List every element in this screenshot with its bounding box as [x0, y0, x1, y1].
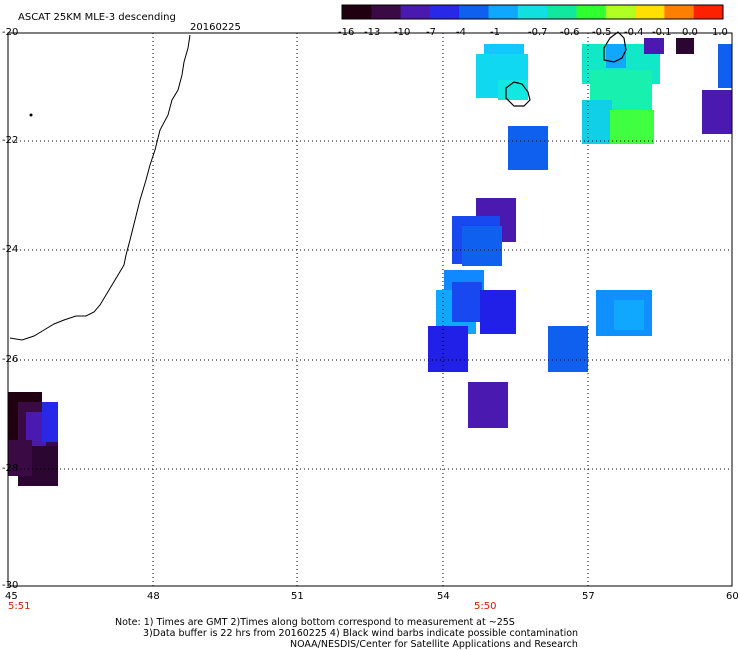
latitude-label: -30	[2, 580, 19, 591]
colorbar-swatch	[400, 5, 431, 19]
longitude-label: 51	[291, 591, 304, 602]
colorbar-label: -4	[456, 27, 466, 38]
mle-cell	[468, 382, 508, 428]
mle-cell	[702, 90, 732, 134]
mle-cell	[508, 126, 548, 170]
colorbar-label: -13	[364, 27, 381, 38]
mle-cell	[614, 300, 644, 330]
mle-cell	[610, 110, 654, 144]
latitude-label: -26	[2, 354, 19, 365]
colorbar-swatch	[635, 5, 665, 19]
colorbar-label: -7	[426, 27, 436, 38]
longitude-label: 48	[147, 591, 160, 602]
longitude-label: 54	[437, 591, 450, 602]
mle-cell	[452, 282, 482, 322]
colorbar-swatch	[517, 5, 548, 19]
longitude-label: 57	[582, 591, 595, 602]
colorbar-swatch	[429, 5, 460, 19]
island-dot	[29, 113, 33, 117]
colorbar-swatch	[459, 5, 490, 19]
mle-cell	[42, 402, 58, 442]
mle-cell	[8, 440, 32, 476]
colorbar-swatch	[693, 5, 724, 19]
colorbar-swatch	[488, 5, 519, 19]
colorbar-frame	[341, 4, 724, 20]
plot-frame	[7, 32, 733, 587]
longitude-label: 45	[5, 591, 18, 602]
reunion-coast	[505, 81, 531, 107]
colorbar-label: -0.4	[624, 27, 644, 38]
colorbar-swatch	[576, 5, 607, 19]
mle-cell	[480, 290, 516, 334]
colorbar-swatch	[605, 5, 636, 19]
colorbar-label: -0.7	[528, 27, 548, 38]
mle-cell	[718, 44, 732, 88]
mle-cell	[676, 38, 694, 54]
madagascar-coast	[9, 34, 191, 341]
colorbar-label: -1	[490, 27, 500, 38]
mauritius-coast	[603, 31, 627, 63]
latitude-label: -24	[2, 244, 19, 255]
mle-cell	[548, 326, 588, 372]
colorbar-label: 0.0	[682, 27, 698, 38]
colorbar-label: -0.5	[592, 27, 612, 38]
latitude-label: -28	[2, 463, 19, 474]
longitude-label: 60	[726, 591, 739, 602]
mle-cell	[644, 38, 664, 54]
note-line-2: 3)Data buffer is 22 hrs from 20160225 4)…	[143, 628, 579, 639]
colorbar-swatch	[547, 5, 577, 19]
mle-cell	[582, 100, 612, 144]
note-line-3: NOAA/NESDIS/Center for Satellite Applica…	[290, 639, 578, 650]
colorbar-swatch	[371, 5, 402, 19]
colorbar-label: -0.1	[652, 27, 672, 38]
mle-cell	[26, 412, 46, 446]
mle-cells	[8, 38, 732, 486]
latitude-label: -22	[2, 135, 19, 146]
colorbar-label: -16	[338, 27, 355, 38]
mle-cell	[428, 326, 468, 372]
time-label-center: 5:50	[474, 601, 497, 612]
colorbar-swatch	[342, 5, 372, 19]
map-date: 20160225	[190, 22, 241, 33]
mle-cell	[462, 226, 502, 266]
note-line-1: Note: 1) Times are GMT 2)Times along bot…	[115, 617, 515, 628]
colorbar-label: -0.6	[560, 27, 580, 38]
map-title: ASCAT 25KM MLE-3 descending	[18, 12, 176, 23]
colorbar	[341, 4, 724, 20]
colorbar-swatch	[664, 5, 695, 19]
colorbar-label: 1.0	[712, 27, 728, 38]
time-label-west: 5:51	[8, 601, 31, 612]
colorbar-label: -10	[394, 27, 411, 38]
latitude-label: -20	[2, 27, 19, 38]
